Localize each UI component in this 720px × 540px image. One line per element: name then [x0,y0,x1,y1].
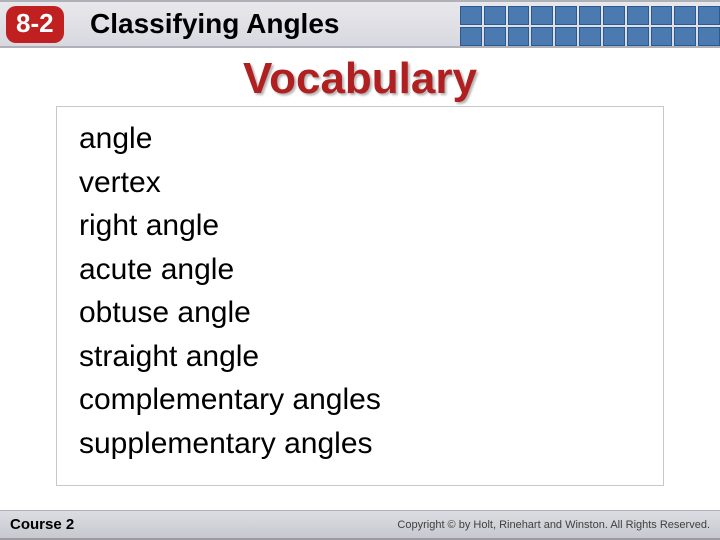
vocab-term: angle [79,117,641,161]
slide: 8-2 Classifying Angles Vocabulary angle … [0,0,720,540]
copyright-text: Copyright © by Holt, Rinehart and Winsto… [397,519,710,531]
lesson-number-badge: 8-2 [6,6,64,43]
vocab-term: straight angle [79,335,641,379]
header-band: 8-2 Classifying Angles [0,0,720,48]
vocabulary-box: angle vertex right angle acute angle obt… [56,106,664,486]
lesson-title: Classifying Angles [90,8,339,40]
vocab-term: acute angle [79,248,641,292]
vocab-term: complementary angles [79,378,641,422]
vocab-term: supplementary angles [79,422,641,466]
vocabulary-list: angle vertex right angle acute angle obt… [79,117,641,465]
header-grid-decoration [460,6,720,46]
vocab-term: vertex [79,161,641,205]
vocabulary-heading: Vocabulary [0,54,720,104]
course-label: Course 2 [10,516,74,533]
vocab-term: right angle [79,204,641,248]
vocab-term: obtuse angle [79,291,641,335]
footer-band: Course 2 Copyright © by Holt, Rinehart a… [0,510,720,540]
